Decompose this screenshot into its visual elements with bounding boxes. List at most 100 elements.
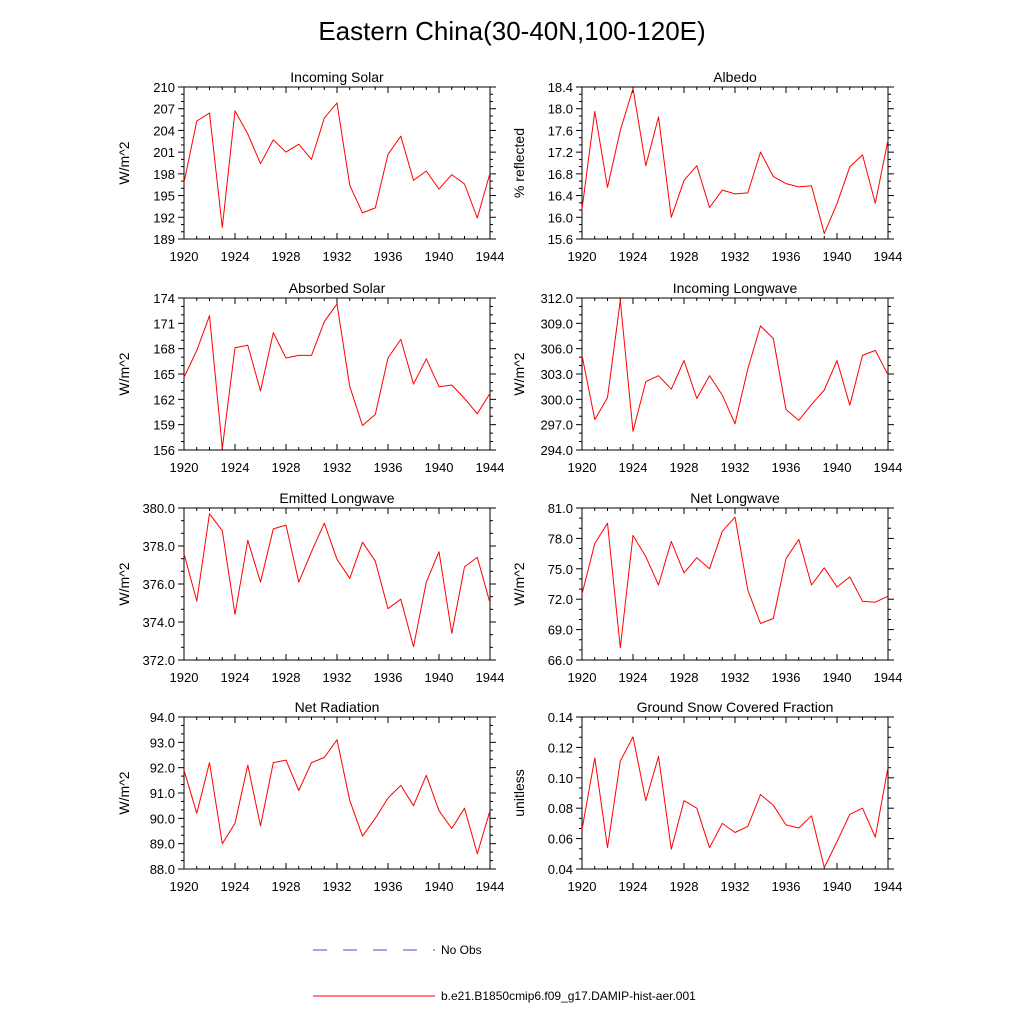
y-tick-label: 94.0 <box>150 710 175 725</box>
y-tick-label: 15.6 <box>548 232 573 247</box>
y-tick-label: 297.0 <box>540 418 573 433</box>
y-axis-label: W/m^2 <box>116 771 132 814</box>
y-tick-label: 198 <box>153 167 175 182</box>
y-tick-label: 192 <box>153 210 175 225</box>
series-line <box>183 513 491 648</box>
chart-panel-0: Incoming Solar 1920 1924 1928 1932 1936 1940 19… <box>116 69 504 264</box>
y-tick-label: 162 <box>153 392 175 407</box>
panel-title: Incoming Longwave <box>673 280 798 296</box>
chart-panel-7: Ground Snow Covered Fraction 1920 1924 1928… <box>511 699 902 894</box>
y-axis-label: W/m^2 <box>116 141 132 184</box>
y-tick-label: 16.8 <box>548 167 573 182</box>
y-tick-label: 0.10 <box>548 771 573 786</box>
x-tick-label: 1944 <box>476 879 505 894</box>
plot-frame <box>581 86 889 240</box>
x-tick-label: 1932 <box>721 879 750 894</box>
chart-panel-4: Emitted Longwave 1920 1924 1928 1932 1936 1940… <box>116 490 504 685</box>
panel-title: Incoming Solar <box>290 69 384 85</box>
x-tick-label: 1932 <box>323 670 352 685</box>
y-axis-label: % reflected <box>511 128 527 198</box>
y-tick-label: 195 <box>153 189 175 204</box>
x-tick-label: 1920 <box>568 460 597 475</box>
x-tick-label: 1944 <box>476 249 505 264</box>
legend-label-no-obs: No Obs <box>441 943 482 957</box>
y-tick-label: 0.08 <box>548 801 573 816</box>
x-tick-label: 1940 <box>425 460 454 475</box>
x-tick-label: 1928 <box>272 249 301 264</box>
chart-panel-6: Net Radiation 1920 1924 1928 1932 1936 1940 194… <box>116 699 504 894</box>
x-tick-label: 1944 <box>874 879 903 894</box>
legend: No Obs b.e21.B1850cmip6.f09_g17.DAMIP-hi… <box>313 943 696 1003</box>
y-tick-label: 168 <box>153 342 175 357</box>
x-tick-label: 1940 <box>823 249 852 264</box>
chart-panel-3: Incoming Longwave 1920 1924 1928 1932 1936 194… <box>511 280 902 475</box>
y-tick-label: 78.0 <box>548 531 573 546</box>
y-tick-label: 90.0 <box>150 811 175 826</box>
y-axis-label: unitless <box>511 769 527 816</box>
x-tick-label: 1924 <box>619 879 648 894</box>
y-tick-label: 380.0 <box>142 501 175 516</box>
y-tick-label: 376.0 <box>142 577 175 592</box>
series-line <box>581 300 889 432</box>
plot-frame <box>581 716 889 870</box>
x-tick-label: 1932 <box>323 460 352 475</box>
x-tick-label: 1944 <box>874 670 903 685</box>
x-tick-label: 1936 <box>772 670 801 685</box>
y-axis-label: W/m^2 <box>116 352 132 395</box>
y-tick-label: 17.6 <box>548 123 573 138</box>
x-tick-label: 1924 <box>221 249 250 264</box>
x-tick-label: 1920 <box>568 249 597 264</box>
x-tick-label: 1940 <box>823 670 852 685</box>
series-line <box>183 303 491 449</box>
x-tick-label: 1928 <box>272 670 301 685</box>
figure-title: Eastern China(30-40N,100-120E) <box>318 16 705 46</box>
x-tick-label: 1932 <box>323 879 352 894</box>
x-tick-label: 1928 <box>272 460 301 475</box>
y-tick-label: 16.0 <box>548 210 573 225</box>
x-tick-label: 1928 <box>272 879 301 894</box>
y-tick-label: 66.0 <box>548 653 573 668</box>
x-tick-label: 1932 <box>721 670 750 685</box>
panel-title: Net Radiation <box>295 699 380 715</box>
y-tick-label: 0.04 <box>548 862 573 877</box>
panel-title: Net Longwave <box>690 490 780 506</box>
x-tick-label: 1928 <box>670 249 699 264</box>
x-tick-label: 1924 <box>221 460 250 475</box>
y-tick-label: 312.0 <box>540 291 573 306</box>
x-tick-label: 1928 <box>670 460 699 475</box>
y-tick-label: 18.4 <box>548 80 573 95</box>
chart-panel-5: Net Longwave 1920 1924 1928 1932 1936 1940 1944… <box>511 490 902 685</box>
x-tick-label: 1936 <box>772 249 801 264</box>
x-tick-label: 1932 <box>721 249 750 264</box>
x-tick-label: 1936 <box>374 879 403 894</box>
y-tick-label: 294.0 <box>540 443 573 458</box>
x-tick-label: 1920 <box>568 879 597 894</box>
chart-panel-2: Absorbed Solar 1920 1924 1928 1932 1936 1940 19… <box>116 280 504 475</box>
x-tick-label: 1940 <box>823 460 852 475</box>
panel-title: Albedo <box>713 69 757 85</box>
series-line <box>183 102 491 228</box>
x-tick-label: 1920 <box>170 460 199 475</box>
y-tick-label: 207 <box>153 102 175 117</box>
y-tick-label: 309.0 <box>540 316 573 331</box>
panel-title: Ground Snow Covered Fraction <box>637 699 834 715</box>
x-tick-label: 1924 <box>619 249 648 264</box>
y-tick-label: 165 <box>153 367 175 382</box>
y-tick-label: 92.0 <box>150 761 175 776</box>
y-tick-label: 374.0 <box>142 615 175 630</box>
y-tick-label: 171 <box>153 316 175 331</box>
y-axis-label: W/m^2 <box>116 562 132 605</box>
panel-title: Absorbed Solar <box>289 280 386 296</box>
series-line <box>581 516 889 649</box>
x-tick-label: 1936 <box>374 460 403 475</box>
y-tick-label: 303.0 <box>540 367 573 382</box>
y-tick-label: 159 <box>153 418 175 433</box>
x-tick-label: 1928 <box>670 670 699 685</box>
y-tick-label: 72.0 <box>548 592 573 607</box>
x-tick-label: 1944 <box>476 670 505 685</box>
y-tick-label: 93.0 <box>150 735 175 750</box>
y-tick-label: 17.2 <box>548 145 573 160</box>
y-tick-label: 174 <box>153 291 175 306</box>
series-line <box>581 88 889 235</box>
